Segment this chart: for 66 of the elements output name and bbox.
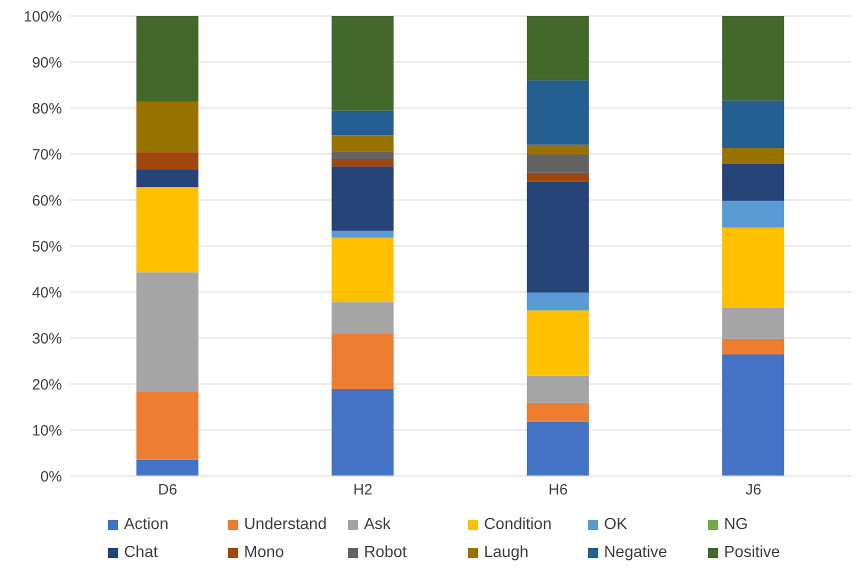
y-tick-label: 80%: [32, 100, 62, 118]
bar: [526, 172, 589, 182]
bar: [136, 460, 198, 476]
y-tick-label: 40%: [32, 284, 62, 302]
bar: [332, 151, 394, 160]
bar: [332, 333, 394, 390]
bar: [136, 169, 198, 188]
bar: [526, 402, 589, 422]
y-tick-label: 10%: [32, 422, 62, 440]
bar: [332, 230, 394, 238]
bar: [722, 164, 784, 201]
legend-label: Condition: [484, 516, 552, 534]
bar: [332, 16, 394, 111]
y-tick-label: 0%: [40, 468, 62, 486]
legend-label: Ask: [364, 516, 391, 534]
bar: [332, 135, 394, 152]
bar: [332, 238, 394, 302]
legend-label: Negative: [604, 544, 668, 562]
y-tick-label: 50%: [32, 238, 62, 256]
x-tick-label: H2: [353, 482, 372, 499]
bar: [722, 200, 784, 228]
bar: [722, 100, 784, 148]
bar: [722, 228, 784, 308]
legend-label: Laugh: [484, 544, 528, 562]
bar: [526, 310, 589, 376]
bar: [526, 154, 589, 173]
legend-label: OK: [604, 516, 628, 534]
legend-label: Chat: [124, 544, 158, 562]
legend-label: NG: [724, 516, 748, 534]
legend-label: Mono: [244, 544, 284, 562]
bar: [526, 422, 589, 476]
bar: [722, 16, 784, 101]
bar: [526, 292, 589, 310]
bar: [136, 102, 198, 152]
x-tick-label: D6: [158, 482, 178, 499]
legend-label: Robot: [364, 544, 407, 562]
y-tick-label: 30%: [32, 330, 62, 348]
bar: [526, 16, 589, 80]
bar: [136, 16, 198, 102]
bar: [526, 182, 589, 292]
y-tick-label: 60%: [32, 192, 62, 210]
bar: [526, 376, 589, 403]
legend-label: Positive: [724, 544, 780, 562]
bar: [722, 308, 784, 339]
bar: [526, 144, 589, 154]
bar: [136, 272, 198, 392]
x-tick-label: H6: [548, 482, 568, 499]
y-tick-label: 20%: [32, 376, 62, 394]
bar: [332, 110, 394, 136]
bar: [136, 152, 198, 170]
bar: [136, 187, 198, 272]
legend-label: Understand: [244, 516, 327, 534]
y-tick-label: 90%: [32, 54, 62, 72]
bar: [722, 354, 784, 476]
bar: [332, 166, 394, 231]
bar: [526, 80, 589, 145]
bar: [332, 389, 394, 476]
bar: [722, 338, 784, 355]
legend-label: Action: [124, 516, 168, 534]
bar: [332, 302, 394, 334]
y-tick-label: 70%: [32, 146, 62, 164]
bar: [136, 391, 198, 460]
y-tick-label: 100%: [24, 8, 62, 26]
bar: [332, 159, 394, 166]
bar: [722, 148, 784, 164]
x-tick-label: J6: [745, 482, 762, 499]
